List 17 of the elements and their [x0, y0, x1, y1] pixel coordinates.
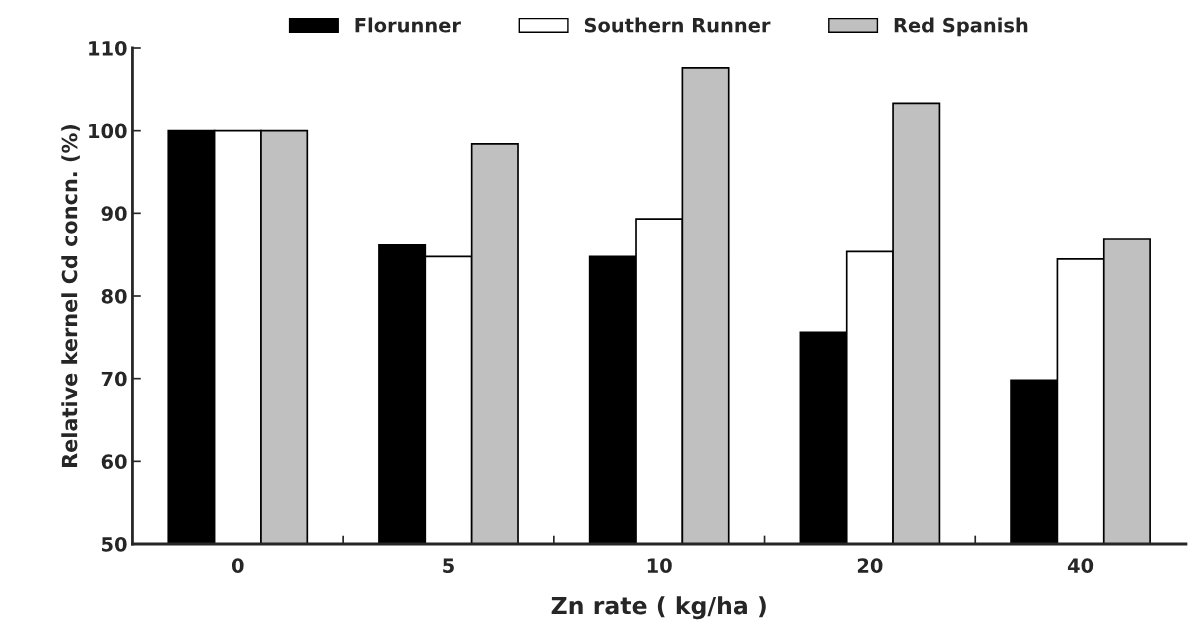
legend-label: Florunner: [355, 17, 461, 33]
y-tick-label: 110: [89, 40, 127, 56]
y-axis-title: Relative kernel Cd concn. (%): [61, 124, 80, 467]
y-tick-label: 90: [101, 206, 127, 221]
y-tick-label: 50: [102, 536, 127, 552]
y-tick-label: 80: [101, 288, 127, 304]
x-tick-label: 40: [1067, 558, 1094, 573]
x-tick-label: 0: [231, 558, 244, 573]
y-tick-label: 100: [89, 123, 127, 139]
x-tick-label: 10: [647, 558, 672, 573]
x-tick-label: 5: [443, 558, 454, 573]
legend-label: Southern Runner: [584, 17, 771, 33]
x-tick-label: 20: [857, 558, 883, 573]
x-axis-title: Zn rate ( kg/ha ): [551, 596, 766, 620]
y-tick-label: 70: [101, 371, 127, 387]
y-tick-label: 60: [101, 454, 127, 469]
legend-label: Red Spanish: [894, 17, 1028, 37]
